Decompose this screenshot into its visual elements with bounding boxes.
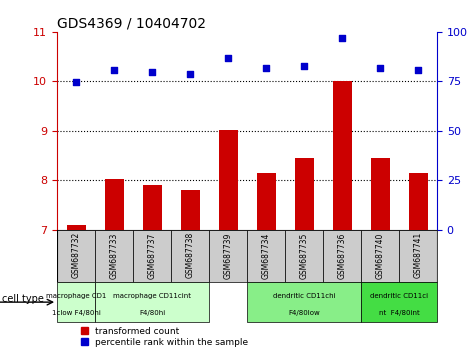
Bar <box>171 229 209 282</box>
Text: GSM687738: GSM687738 <box>186 232 194 278</box>
Point <box>414 68 422 73</box>
Point <box>72 79 80 85</box>
Text: GSM687736: GSM687736 <box>338 232 346 279</box>
Point <box>110 68 118 73</box>
Bar <box>323 229 361 282</box>
Point <box>186 72 194 77</box>
Text: dendritic CD11ci: dendritic CD11ci <box>370 293 428 299</box>
Bar <box>285 229 323 282</box>
Bar <box>95 229 133 282</box>
Bar <box>332 81 352 229</box>
Point <box>338 35 346 41</box>
Bar <box>180 190 200 229</box>
Text: GSM687739: GSM687739 <box>224 232 232 279</box>
Text: GSM687740: GSM687740 <box>376 232 384 279</box>
Bar <box>256 173 275 229</box>
Bar <box>57 282 95 322</box>
Text: 1clow F4/80hi: 1clow F4/80hi <box>52 310 100 316</box>
Bar <box>370 158 389 229</box>
Bar <box>399 229 437 282</box>
Text: macrophage CD1: macrophage CD1 <box>46 293 106 299</box>
Text: F4/80hi: F4/80hi <box>139 310 165 316</box>
Bar <box>142 185 162 229</box>
Text: GSM687734: GSM687734 <box>262 232 270 279</box>
Bar <box>408 173 428 229</box>
Legend: transformed count, percentile rank within the sample: transformed count, percentile rank withi… <box>81 327 248 347</box>
Bar <box>133 229 171 282</box>
Bar <box>361 282 437 322</box>
Text: GSM687737: GSM687737 <box>148 232 156 279</box>
Text: macrophage CD11cint: macrophage CD11cint <box>113 293 191 299</box>
Text: nt  F4/80int: nt F4/80int <box>379 310 419 316</box>
Bar <box>57 229 95 282</box>
Bar <box>104 179 124 229</box>
Bar <box>294 158 314 229</box>
Bar <box>247 229 285 282</box>
Point <box>224 55 232 61</box>
Bar <box>361 229 399 282</box>
Point <box>148 69 156 75</box>
Text: GSM687735: GSM687735 <box>300 232 308 279</box>
Point <box>376 65 384 71</box>
Text: dendritic CD11chi: dendritic CD11chi <box>273 293 335 299</box>
Bar <box>247 282 361 322</box>
Text: cell type: cell type <box>2 294 44 304</box>
Bar <box>95 282 209 322</box>
Point <box>300 64 308 69</box>
Point <box>262 65 270 71</box>
Bar <box>218 130 238 229</box>
Text: GSM687733: GSM687733 <box>110 232 118 279</box>
Text: GSM687741: GSM687741 <box>414 232 422 278</box>
Text: GSM687732: GSM687732 <box>72 232 80 278</box>
Text: GDS4369 / 10404702: GDS4369 / 10404702 <box>57 17 206 31</box>
Text: F4/80low: F4/80low <box>288 310 320 316</box>
Bar <box>66 224 85 229</box>
Bar <box>209 229 247 282</box>
